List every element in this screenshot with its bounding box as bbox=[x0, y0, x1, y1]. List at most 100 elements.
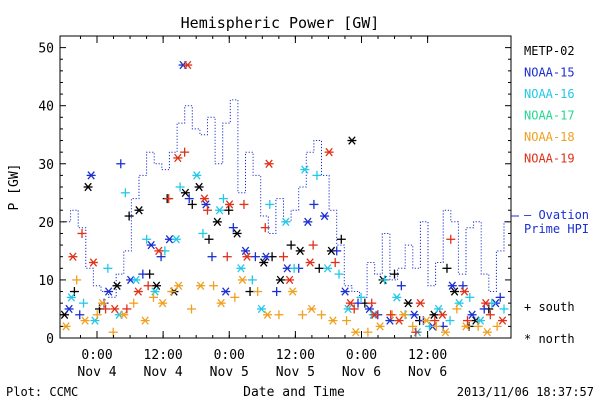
y-tick-label: 50 bbox=[38, 42, 54, 57]
data-point-north bbox=[134, 206, 144, 215]
x-tick-time-label: 0:00 bbox=[81, 348, 112, 363]
data-point-south bbox=[334, 269, 344, 279]
data-point-north bbox=[183, 60, 193, 70]
data-point-north bbox=[173, 153, 183, 163]
data-point-south bbox=[332, 246, 342, 256]
data-point-north bbox=[256, 304, 266, 314]
data-point-north bbox=[295, 246, 305, 256]
data-point-south bbox=[164, 194, 174, 204]
data-point-north bbox=[421, 316, 431, 325]
data-point-north bbox=[450, 287, 460, 296]
data-point-south bbox=[336, 234, 346, 244]
data-point-north bbox=[64, 304, 74, 314]
data-point-north bbox=[467, 310, 477, 319]
data-point-south bbox=[224, 205, 234, 215]
data-point-south bbox=[250, 252, 260, 262]
y-axis: 0 10 20 30 40 50 bbox=[38, 35, 511, 347]
data-point-north bbox=[399, 310, 409, 319]
data-point-north bbox=[88, 258, 98, 267]
data-point-north bbox=[437, 310, 447, 319]
legend-series-noaa-18: NOAA-18 bbox=[524, 130, 575, 144]
data-point-south bbox=[180, 147, 190, 157]
data-point-north bbox=[409, 310, 419, 319]
data-point-south bbox=[175, 182, 185, 192]
data-point-south bbox=[207, 252, 217, 262]
data-point-north bbox=[347, 136, 357, 145]
data-points-layer bbox=[60, 60, 509, 337]
data-point-south bbox=[198, 228, 208, 238]
data-point-south bbox=[465, 292, 475, 302]
data-point-south bbox=[184, 194, 194, 204]
data-point-south bbox=[218, 194, 228, 204]
data-point-north bbox=[216, 298, 226, 308]
data-point-south bbox=[349, 304, 359, 314]
data-point-south bbox=[396, 281, 406, 291]
data-point-north bbox=[83, 182, 93, 192]
data-point-north bbox=[215, 206, 225, 215]
data-point-south bbox=[274, 310, 284, 320]
x-tick-date-label: Nov 6 bbox=[408, 365, 447, 380]
legend-ovation-line2: Prime HPI bbox=[524, 222, 589, 236]
x-tick-time-label: 0:00 bbox=[346, 348, 377, 363]
data-point-south bbox=[367, 298, 377, 308]
data-point-north bbox=[90, 316, 100, 325]
data-point-north bbox=[385, 316, 395, 325]
data-point-south bbox=[187, 199, 197, 209]
data-point-south bbox=[247, 275, 257, 285]
data-point-south bbox=[386, 310, 396, 320]
y-tick-label: 40 bbox=[38, 100, 54, 115]
data-point-south bbox=[314, 263, 324, 273]
data-point-north bbox=[351, 327, 361, 337]
data-point-north bbox=[375, 322, 385, 331]
data-point-north bbox=[370, 310, 380, 319]
data-point-south bbox=[167, 287, 177, 297]
data-point-north bbox=[482, 327, 492, 337]
y-axis-label: P [GW] bbox=[7, 164, 22, 211]
data-point-north bbox=[80, 316, 90, 325]
x-tick-date-label: Nov 6 bbox=[342, 365, 381, 380]
data-point-south bbox=[289, 263, 299, 273]
data-point-south bbox=[390, 269, 400, 279]
data-point-north bbox=[119, 310, 129, 319]
data-point-south bbox=[272, 287, 282, 297]
data-point-north bbox=[194, 182, 204, 192]
data-point-north bbox=[240, 246, 250, 256]
data-point-south bbox=[298, 310, 308, 320]
data-point-north bbox=[221, 287, 231, 296]
data-point-north bbox=[323, 264, 333, 273]
data-point-south bbox=[330, 258, 340, 267]
data-point-north bbox=[403, 298, 413, 308]
y-tick-label: 0 bbox=[46, 332, 54, 347]
data-point-south bbox=[75, 310, 85, 320]
data-point-north bbox=[152, 281, 162, 290]
data-point-north bbox=[110, 304, 120, 314]
chart-title: Hemispheric Power [GW] bbox=[181, 14, 380, 32]
data-point-north bbox=[242, 252, 252, 261]
data-point-south bbox=[120, 188, 130, 198]
data-point-north bbox=[236, 264, 246, 273]
data-point-north bbox=[459, 287, 469, 296]
data-point-north bbox=[328, 316, 338, 325]
data-point-north bbox=[237, 275, 247, 285]
data-point-north bbox=[324, 147, 334, 157]
data-point-south bbox=[353, 298, 363, 308]
data-point-north bbox=[174, 281, 184, 290]
data-point-south bbox=[239, 199, 249, 209]
data-point-south bbox=[77, 228, 87, 238]
data-point-north bbox=[154, 246, 164, 256]
data-point-north bbox=[112, 281, 122, 290]
data-point-south bbox=[356, 292, 366, 302]
data-point-south bbox=[204, 234, 214, 244]
data-point-north bbox=[300, 165, 310, 174]
data-point-north bbox=[66, 293, 76, 302]
data-point-north bbox=[285, 275, 295, 285]
data-point-north bbox=[264, 159, 274, 168]
data-point-north bbox=[303, 217, 313, 227]
data-point-south bbox=[446, 234, 456, 244]
data-point-south bbox=[279, 252, 288, 262]
data-point-south bbox=[485, 310, 495, 320]
data-point-north bbox=[307, 304, 317, 314]
data-point-north bbox=[201, 200, 211, 209]
data-point-north bbox=[180, 188, 190, 198]
data-point-south bbox=[265, 199, 275, 209]
